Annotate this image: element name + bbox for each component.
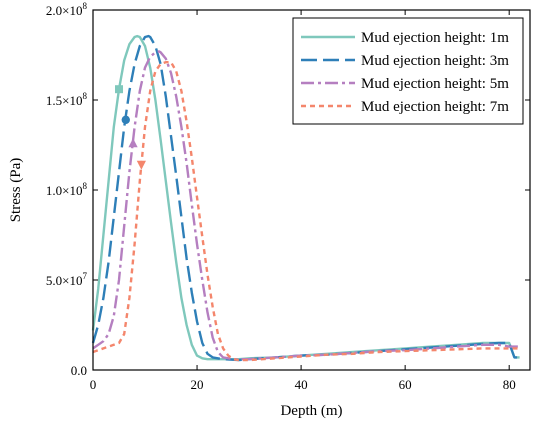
legend-label: Mud ejection height: 7m	[361, 99, 509, 115]
marker-layer	[115, 85, 146, 170]
y-tick-label: 2.0×108	[46, 1, 88, 18]
x-tick-label: 20	[191, 377, 204, 392]
series-marker-2	[121, 115, 130, 125]
series-marker-3	[128, 138, 138, 148]
x-tick-label: 80	[503, 377, 516, 392]
legend: Mud ejection height: 1m Mud ejection heig…	[292, 17, 524, 125]
series-layer	[91, 34, 520, 362]
legend-entry-4: Mud ejection height: 7m	[301, 99, 509, 115]
y-tick-label: 5.0×107	[46, 271, 88, 288]
legend-entries: Mud ejection height: 1m Mud ejection heig…	[301, 30, 509, 115]
y-tick-label: 1.0×108	[46, 181, 88, 198]
legend-entry-3: Mud ejection height: 5m	[301, 76, 509, 92]
x-tick-label: 0	[90, 377, 97, 392]
x-tick-label: 60	[399, 377, 412, 392]
legend-label: Mud ejection height: 1m	[361, 30, 509, 46]
y-tick-label: 0.0	[71, 363, 87, 378]
y-axis-title: Stress (Pa)	[8, 158, 24, 223]
x-axis-title: Depth (m)	[280, 403, 342, 419]
tick-layer: 0 20 40 60 80 0.0 5.0×107 1.0×108 1.5×108 2.0×108	[46, 1, 530, 392]
x-tick-label: 40	[295, 377, 308, 392]
series-line-4	[92, 61, 520, 362]
legend-label: Mud ejection height: 5m	[361, 76, 509, 92]
legend-label: Mud ejection height: 3m	[361, 53, 509, 69]
legend-entry-1: Mud ejection height: 1m	[301, 30, 509, 46]
y-tick-label: 1.5×108	[46, 91, 88, 108]
legend-entry-2: Mud ejection height: 3m	[301, 53, 509, 69]
series-marker-1	[115, 85, 124, 94]
series-marker-4	[136, 160, 146, 170]
